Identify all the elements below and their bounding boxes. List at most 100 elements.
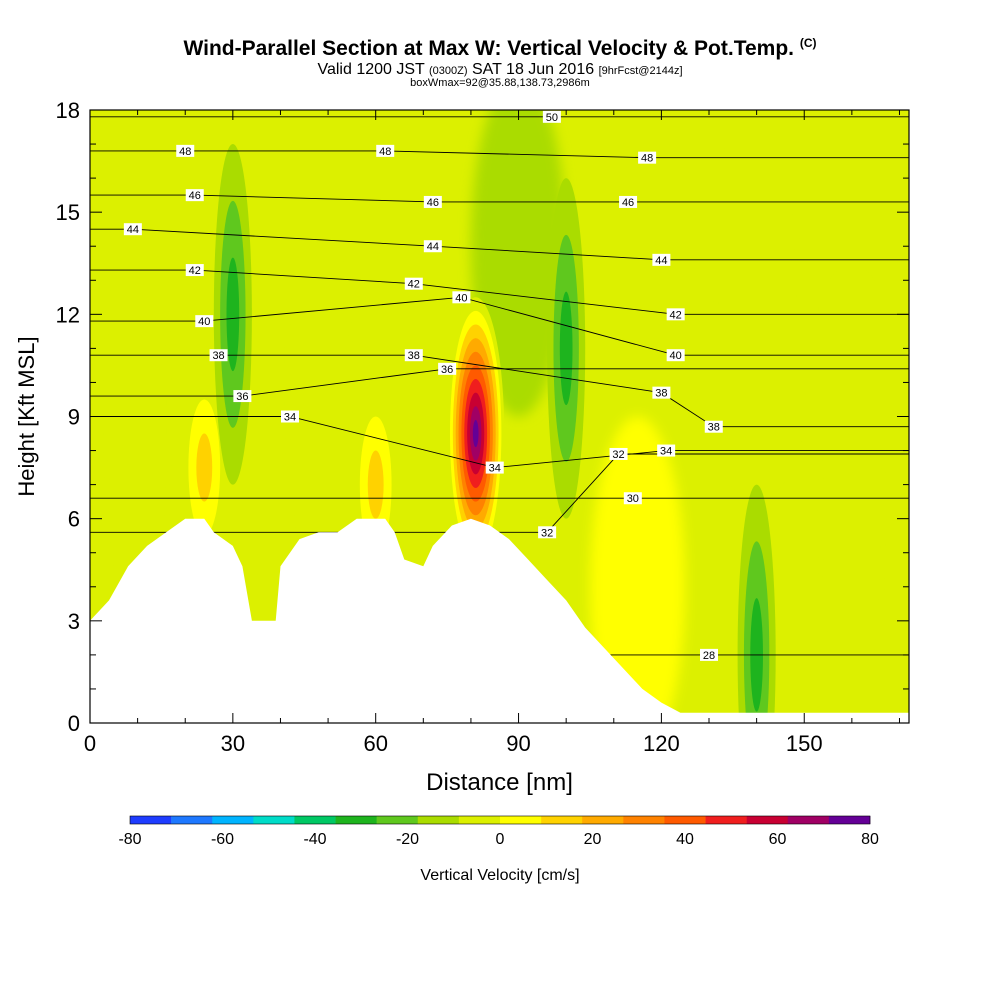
colorbar: -80 -60 -40 -20 0 20 40 60 80 Vertical Velocity [… [118, 815, 879, 884]
theta-label: 42 [404, 277, 423, 291]
theta-label-text: 36 [441, 364, 453, 376]
theta-label: 34 [657, 444, 676, 458]
colorbar-segment [705, 816, 747, 824]
x-tick-label: 90 [506, 731, 530, 756]
isentrope-line [90, 368, 909, 397]
colorbar-segment [294, 816, 336, 824]
theta-label-box [538, 526, 557, 539]
theta-label: 44 [123, 223, 142, 236]
colorbar-tick-label: -20 [396, 831, 419, 848]
theta-label-box [657, 444, 676, 457]
theta-label-box [404, 349, 423, 362]
colorbar-segment [212, 816, 254, 824]
theta-label-text: 42 [189, 265, 201, 277]
theta-label-box [704, 420, 723, 433]
isentrope-line [90, 453, 909, 533]
velocity-band [589, 416, 686, 723]
updraft-region [367, 450, 384, 519]
x-tick-label: 0 [84, 731, 96, 756]
y-axis-label: Height [Kft MSL] [14, 336, 39, 496]
isentrope-line [90, 354, 909, 428]
theta-label-box [195, 315, 214, 328]
theta-label-box [485, 461, 504, 474]
theta-label: 36 [233, 390, 252, 403]
velocity-band [709, 110, 805, 485]
theta-label-text: 34 [284, 412, 296, 424]
copyright-mark: (C) [799, 36, 817, 50]
theta-label-text: 38 [212, 350, 224, 362]
theta-label-box [423, 240, 442, 253]
theta-label: 42 [185, 264, 204, 277]
colorbar-segment [458, 816, 501, 824]
updraft-region [472, 419, 479, 448]
theta-label-text: 48 [641, 153, 653, 165]
theta-label: 36 [438, 362, 457, 376]
downdraft-region [559, 291, 573, 406]
downdraft-region [226, 257, 240, 372]
theta-label: 32 [609, 447, 628, 461]
theta-label-text: 48 [179, 146, 191, 158]
colorbar-tick-label: 0 [496, 831, 505, 848]
colorbar-segment [541, 816, 583, 824]
y-tick-label: 6 [68, 507, 80, 532]
theta-label: 38 [704, 420, 723, 434]
theta-label-text: 28 [703, 650, 715, 662]
colorbar-tick-label: 80 [861, 831, 879, 848]
theta-label-box [652, 386, 671, 399]
y-tick-label: 3 [68, 609, 80, 634]
theta-label-text: 32 [541, 527, 553, 539]
theta-label: 42 [666, 308, 685, 321]
theta-label: 40 [666, 349, 685, 362]
y-tick-label: 15 [56, 200, 80, 225]
theta-label: 30 [623, 492, 642, 505]
y-tick-label: 0 [68, 711, 80, 736]
velocity-band [280, 110, 357, 655]
theta-label-text: 38 [408, 350, 420, 362]
y-tick-label: 12 [56, 302, 80, 327]
chart-title: Wind-Parallel Section at Max W: Vertical… [183, 36, 817, 60]
theta-label-text: 40 [455, 292, 467, 304]
theta-label-box [452, 291, 471, 304]
theta-label: 44 [423, 240, 442, 253]
theta-label-box [666, 308, 685, 321]
colorbar-segment [130, 816, 172, 824]
theta-label-text: 48 [379, 146, 391, 158]
theta-label-box [652, 253, 671, 266]
theta-label-box [185, 264, 204, 277]
chart-subtitle: Valid 1200 JST (0300Z) SAT 18 Jun 2016 [… [317, 61, 683, 78]
colorbar-segment [746, 816, 789, 824]
colorbar-tick-label: 20 [584, 831, 602, 848]
theta-label-text: 44 [655, 255, 667, 267]
theta-label: 28 [700, 648, 719, 662]
theta-label: 32 [538, 526, 557, 539]
theta-label: 34 [485, 461, 504, 475]
colorbar-segment [335, 816, 377, 824]
theta-label-text: 46 [622, 197, 634, 209]
theta-label-box [209, 349, 228, 362]
colorbar-segment [253, 816, 295, 824]
theta-label: 40 [452, 291, 471, 304]
updraft-region [196, 433, 213, 502]
colorbar-tick-label: 40 [676, 831, 694, 848]
theta-label-text: 42 [408, 279, 420, 291]
theta-label-box [404, 277, 423, 290]
terrain-fill [90, 518, 909, 723]
theta-label-text: 44 [127, 224, 139, 236]
theta-label-text: 46 [189, 190, 201, 202]
theta-label-box [376, 144, 395, 157]
theta-label: 48 [376, 144, 395, 158]
colorbar-tick-label: -60 [211, 831, 234, 848]
theta-label: 44 [652, 253, 671, 267]
x-tick-label: 30 [221, 731, 245, 756]
theta-label-text: 32 [612, 449, 624, 461]
theta-label-text: 40 [670, 350, 682, 362]
terrain-mask [90, 518, 909, 723]
x-tick-label: 150 [786, 731, 823, 756]
theta-label: 46 [423, 195, 442, 209]
theta-label: 46 [619, 195, 638, 209]
theta-label: 38 [652, 386, 671, 400]
theta-label-box [542, 110, 561, 123]
theta-label-text: 40 [198, 316, 210, 328]
